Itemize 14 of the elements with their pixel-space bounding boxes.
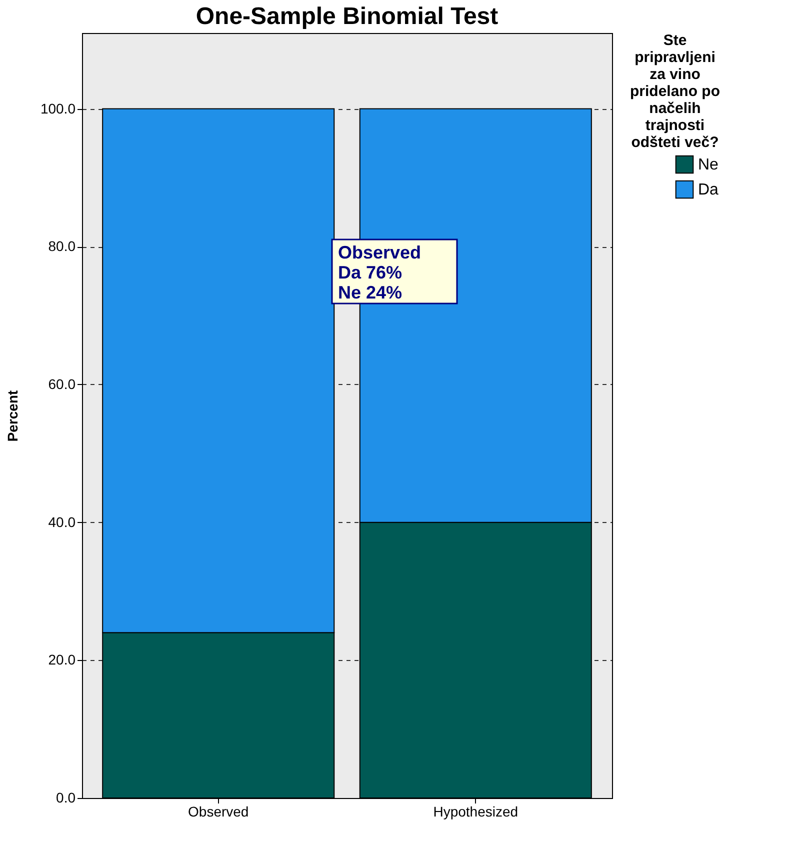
legend-label: Da	[698, 182, 719, 198]
annotation: Observed Da 76% Ne 24%	[338, 242, 422, 303]
legend-label: Ne	[698, 156, 719, 174]
y-tick-label: 0.0	[56, 790, 76, 806]
x-tick-label: Observed	[188, 804, 249, 820]
y-tick-label: 20.0	[48, 652, 76, 668]
x-tick-label: Hypothesized	[433, 804, 518, 820]
chart-title: One-Sample Binomial Test	[196, 3, 498, 30]
y-tick-label: 40.0	[48, 514, 76, 530]
y-axis-title: Percent	[4, 390, 20, 442]
legend-title: Ste pripravljeni za vino pridelano po načelih trajnosti odšteti več?	[630, 32, 720, 151]
y-tick-label: 60.0	[48, 376, 76, 392]
y-tick-label: 80.0	[48, 238, 76, 254]
y-tick-label: 100.0	[40, 100, 76, 116]
